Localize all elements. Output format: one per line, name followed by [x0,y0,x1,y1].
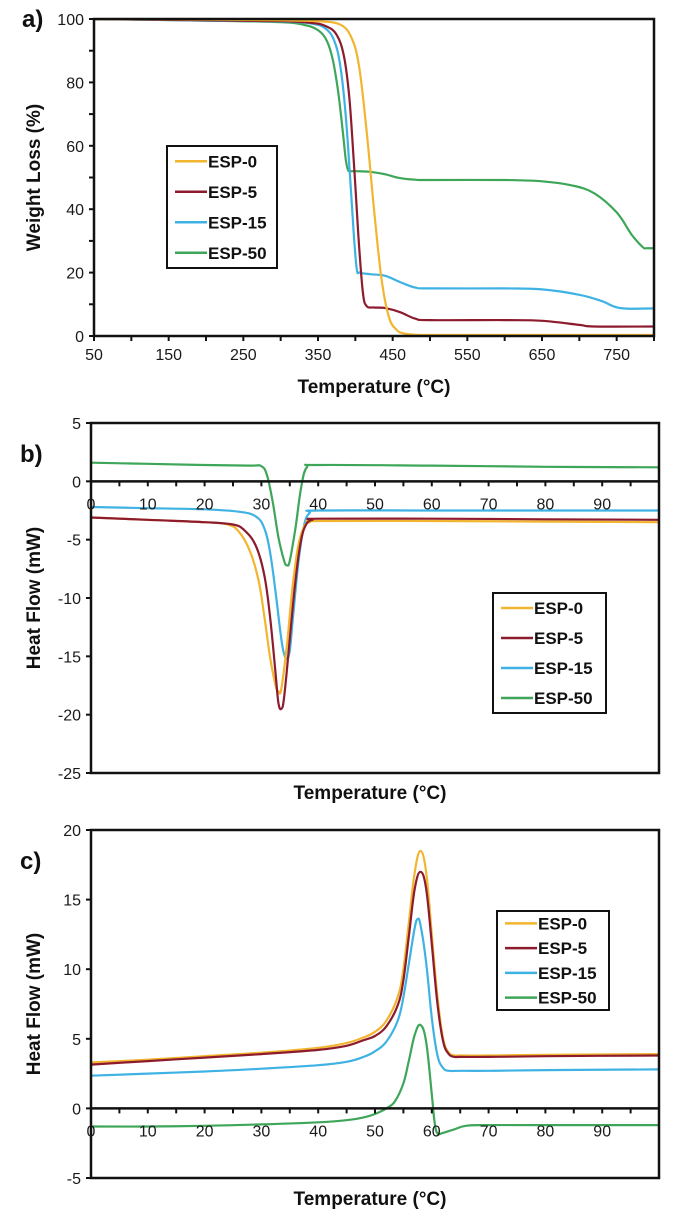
panel-label: a) [22,6,43,33]
x-tick-label: 10 [139,496,157,513]
series-line-esp-15 [91,917,659,1077]
y-tick-label: 0 [75,329,84,346]
plot-frame [89,828,661,1180]
x-tick-label: 90 [593,496,611,513]
x-tick-label: 60 [423,1123,441,1140]
x-tick-label: 80 [537,496,555,513]
x-tick-label: 650 [529,347,556,364]
legend-label-esp-15: ESP-15 [534,659,593,678]
legend-box [166,145,278,269]
y-tick-label: -25 [58,766,81,783]
x-tick-label: 10 [139,1123,157,1140]
x-tick-label: 70 [480,1123,498,1140]
y-tick-label: -10 [58,591,81,608]
legend-label-esp-0: ESP-0 [534,599,583,618]
y-tick-label: 5 [72,1032,81,1049]
legend-label-esp-0: ESP-0 [538,914,587,933]
y-tick-label: 60 [66,139,84,156]
x-tick-label: 750 [603,347,630,364]
y-tick-label: 15 [63,893,81,910]
legend-label-esp-5: ESP-5 [538,939,587,958]
legend-label-esp-5: ESP-5 [208,183,257,202]
y-axis-title: Heat Flow (mW) [24,933,45,1076]
series-line-esp-50 [91,461,659,567]
panel-label: c) [20,848,41,875]
y-tick-label: 0 [72,474,81,491]
legend: ESP-0 ESP-5 ESP-15 ESP-50 [492,592,607,714]
panel-label: b) [20,441,43,468]
chart-b: b) 0 10 20 30 40 50 60 70 80 90 -25 -20 -15 -10 -5 0 5 Tem… [20,416,661,804]
legend-label-esp-5: ESP-5 [534,629,583,648]
series-line-esp-0 [91,516,659,695]
series-line-esp-5 [91,516,659,711]
x-tick-label: 450 [379,347,406,364]
chart-a: a) 50 150 250 350 450 550 650 750 0 20 40 60 80 100 Tem… [22,6,656,398]
x-tick-label: 60 [423,496,441,513]
legend-label-esp-50: ESP-50 [534,689,593,708]
x-tick-label: 250 [230,347,257,364]
series-line-esp-50 [94,19,654,250]
legend-box [496,910,610,1011]
legend: ESP-0 ESP-5 ESP-15 ESP-50 [166,145,278,269]
y-tick-label: -20 [58,708,81,725]
y-tick-label: 0 [72,1101,81,1118]
x-axis-title: Temperature (°C) [294,1189,447,1210]
legend-label-esp-0: ESP-0 [208,152,257,171]
legend-box [492,592,607,714]
y-tick-label: 80 [66,75,84,92]
x-axis-title: Temperature (°C) [298,377,451,398]
x-tick-label: 150 [155,347,182,364]
x-tick-label: 50 [85,347,103,364]
x-tick-label: 40 [309,1123,327,1140]
y-axis-title: Heat Flow (mW) [24,527,45,670]
series-line-esp-0 [91,849,659,1064]
chart-c: c) 0 10 20 30 40 50 60 70 80 90 -5 0 5 10 15 20 Temperatu… [20,823,661,1210]
x-tick-label: 90 [593,1123,611,1140]
y-tick-label: -15 [58,649,81,666]
x-tick-label: 50 [366,1123,384,1140]
series-line-esp-5 [91,870,659,1066]
y-tick-label: 20 [66,266,84,283]
y-tick-label: -5 [67,533,81,550]
legend-label-esp-50: ESP-50 [208,244,267,263]
x-axis-title: Temperature (°C) [294,783,447,804]
x-tick-label: 20 [196,496,214,513]
y-tick-label: 5 [72,416,81,433]
series-line-esp-50 [91,1023,659,1136]
x-tick-label: 40 [309,496,327,513]
series-group [91,849,659,1136]
legend: ESP-0 ESP-5 ESP-15 ESP-50 [496,910,610,1011]
x-tick-label: 70 [480,496,498,513]
y-tick-label: 20 [63,823,81,840]
y-tick-label: 100 [57,12,84,29]
x-tick-label: 0 [87,496,96,513]
x-tick-label: 550 [454,347,481,364]
y-axis-title: Weight Loss (%) [24,104,45,251]
x-tick-label: 80 [537,1123,555,1140]
series-line-esp-5 [94,19,654,328]
x-tick-label: 350 [305,347,332,364]
x-tick-label: 30 [253,1123,271,1140]
x-tick-label: 30 [253,496,271,513]
y-tick-label: 40 [66,202,84,219]
legend-label-esp-15: ESP-15 [538,964,597,983]
legend-label-esp-15: ESP-15 [208,213,267,232]
series-group [91,461,659,711]
legend-label-esp-50: ESP-50 [538,989,597,1008]
x-tick-label: 20 [196,1123,214,1140]
x-tick-label: 50 [366,496,384,513]
y-tick-label: 10 [63,962,81,979]
y-tick-label: -5 [67,1171,81,1188]
x-tick-label: 0 [87,1123,96,1140]
